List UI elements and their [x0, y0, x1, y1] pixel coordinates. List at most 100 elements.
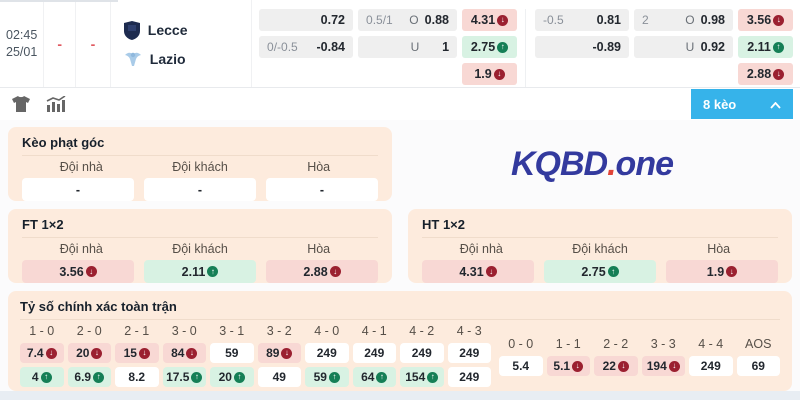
handicap-cell[interactable]: -0.89: [535, 36, 630, 58]
under-cell[interactable]: U 1: [358, 36, 458, 58]
odds-value: 5.1: [553, 359, 571, 373]
over-cell[interactable]: 2 O 0.98: [634, 9, 734, 31]
lecce-badge-icon: [123, 20, 140, 40]
away-team[interactable]: Lazio: [124, 51, 186, 67]
score-odds-cell[interactable]: 249: [352, 343, 396, 363]
odds-value: 4: [31, 370, 39, 384]
odds-value: 8.2: [128, 370, 146, 384]
ht-draw-cell[interactable]: 1.9: [666, 260, 778, 283]
odds-value: 2.11: [181, 264, 206, 279]
ht-home-cell[interactable]: 4.31: [422, 260, 534, 283]
score-odds-cell[interactable]: 6.9: [67, 367, 111, 387]
away-odds-cell[interactable]: 2.88: [738, 63, 794, 85]
ft-away-cell[interactable]: 2.11: [144, 260, 256, 283]
score-odds-cell[interactable]: 249: [447, 367, 491, 387]
trend-down-icon: [85, 266, 97, 277]
score-odds-cell[interactable]: 17.5: [162, 367, 206, 387]
ft-draw-cell[interactable]: 2.88: [266, 260, 378, 283]
odds-value: 17.5: [166, 370, 190, 384]
exact-score-card: Tỷ số chính xác toàn trận 1 - 0 7.4 4 2 …: [8, 291, 792, 391]
score-odds-cell[interactable]: 249: [447, 343, 491, 363]
score-column: 0 - 0 5.4: [499, 324, 543, 387]
home-team[interactable]: Lecce: [123, 20, 188, 40]
under-label: U: [685, 40, 695, 54]
score-odds-cell[interactable]: 20: [67, 343, 111, 363]
draw-header: Hòa: [307, 242, 331, 256]
away-team-name: Lazio: [149, 50, 186, 67]
odds-value: 194: [646, 359, 667, 373]
handicap-cell[interactable]: -0.5 0.81: [535, 9, 630, 31]
score-odds-cell[interactable]: 249: [689, 356, 733, 376]
win-score-columns: 1 - 0 7.4 4 2 - 0 20 6.9 2 - 1 15 8.2 3 …: [20, 324, 491, 387]
score-header: 2 - 0: [76, 324, 102, 338]
score-odds-cell[interactable]: 22: [594, 356, 638, 376]
home-odds-cell[interactable]: 3.56: [738, 9, 794, 31]
score-odds-cell[interactable]: 15: [115, 343, 159, 363]
score-odds-cell[interactable]: 249: [305, 343, 349, 363]
stats-icon[interactable]: [46, 96, 66, 112]
trend-icon: [45, 347, 57, 359]
odds-sections: Kèo phạt góc Đội nhà Đội khách Hòa - - -…: [0, 120, 800, 392]
over-label: O: [685, 13, 695, 27]
score-header: AOS: [745, 337, 772, 351]
score-column: 2 - 2 22: [594, 324, 638, 387]
score-odds-cell[interactable]: 84: [162, 343, 206, 363]
odds-count-collapse-button[interactable]: 8 kèo: [691, 89, 793, 119]
score-odds-cell[interactable]: 59: [305, 367, 349, 387]
odds-value: 3.56: [59, 264, 84, 279]
score-odds-cell[interactable]: 5.1: [546, 356, 590, 376]
handicap-cell[interactable]: 0/-0.5 -0.84: [259, 36, 354, 58]
score-odds-cell[interactable]: 4: [20, 367, 64, 387]
score-header: 2 - 2: [603, 337, 629, 351]
under-odds: 1: [442, 40, 450, 54]
over-cell[interactable]: 0.5/1 O 0.88: [358, 9, 458, 31]
odds-value: 6.9: [74, 370, 92, 384]
odds-value: 249: [459, 346, 480, 360]
ht-away-cell[interactable]: 2.75: [544, 260, 656, 283]
draw-header: Hòa: [307, 160, 331, 174]
over-odds: 0.88: [424, 13, 450, 27]
draw-odds-cell[interactable]: 2.11: [738, 36, 794, 58]
corner-draw-cell[interactable]: -: [266, 178, 378, 201]
score-odds-cell[interactable]: 8.2: [115, 367, 159, 387]
score-odds-cell[interactable]: 5.4: [499, 356, 543, 376]
under-cell[interactable]: U 0.92: [634, 36, 734, 58]
over-label: O: [409, 13, 419, 27]
ft-home-cell[interactable]: 3.56: [22, 260, 134, 283]
score-odds-cell[interactable]: 89: [257, 343, 301, 363]
away-odds-cell[interactable]: 1.9: [462, 63, 518, 85]
odds-value: 249: [411, 346, 432, 360]
jersey-icon[interactable]: [12, 96, 30, 112]
score-header: 3 - 3: [650, 337, 676, 351]
score-odds-cell[interactable]: 7.4: [20, 343, 64, 363]
odds-value: 2.11: [747, 40, 771, 54]
odds-count-label: 8 kèo: [703, 96, 737, 112]
score-header: 3 - 2: [266, 324, 292, 338]
corner-home-cell[interactable]: -: [22, 178, 134, 201]
score-odds-cell[interactable]: 69: [736, 356, 780, 376]
trend-up-icon: [207, 266, 219, 277]
score-column: 4 - 1 249 64: [352, 324, 396, 387]
odds-value: 2.88: [303, 264, 328, 279]
draw-odds-cell[interactable]: 2.75: [462, 36, 518, 58]
score-odds-cell[interactable]: 59: [210, 343, 254, 363]
trend-down-icon: [497, 14, 509, 26]
score-odds-cell[interactable]: 249: [400, 343, 444, 363]
corner-away-cell[interactable]: -: [144, 178, 256, 201]
trend-icon: [281, 347, 293, 359]
match-row: 02:45 25/01 - - Lecce Lazio 0.72 0.5/1: [0, 0, 800, 88]
odds-value: 2.75: [581, 264, 606, 279]
score-odds-cell[interactable]: 154: [400, 367, 444, 387]
odds-value: 2.88: [746, 67, 772, 81]
score-odds-cell[interactable]: 194: [641, 356, 685, 376]
trend-icon: [668, 360, 680, 372]
score-column: 3 - 3 194: [641, 324, 685, 387]
score-odds-cell[interactable]: 64: [352, 367, 396, 387]
score-odds-cell[interactable]: 49: [257, 367, 301, 387]
score-odds-cell[interactable]: 20: [210, 367, 254, 387]
handicap-cell[interactable]: 0.72: [259, 9, 354, 31]
home-odds-cell[interactable]: 4.31: [462, 9, 518, 31]
ht-1x2-card: HT 1×2 Đội nhà Đội khách Hòa 4.31 2.75 1…: [408, 209, 792, 283]
under-odds: 0.92: [700, 40, 726, 54]
odds-value: 49: [272, 370, 286, 384]
